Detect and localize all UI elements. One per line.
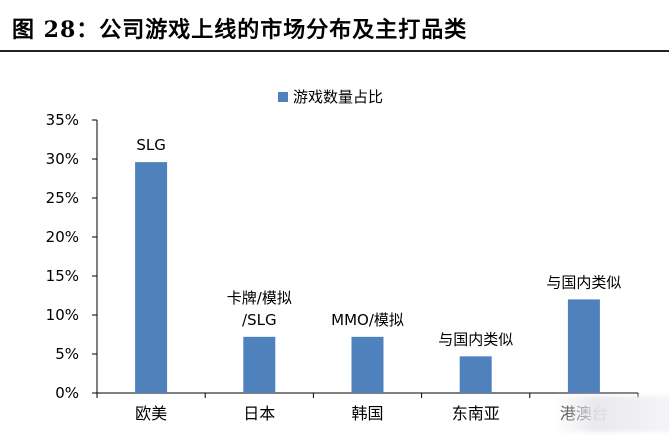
x-category-label: 欧美 [135, 404, 167, 423]
y-tick-label: 10% [46, 306, 79, 324]
figure-title: 图 28：公司游戏上线的市场分布及主打品类 [12, 17, 468, 43]
bar-annotation: SLG [136, 136, 166, 154]
y-tick-label: 5% [55, 345, 79, 363]
bar [135, 162, 168, 393]
y-tick-label: 0% [55, 384, 79, 402]
bar-annotation: 卡牌/模拟 [227, 289, 292, 307]
y-tick-label: 15% [46, 267, 79, 285]
y-tick-label: 30% [46, 150, 79, 168]
y-tick-label: 35% [46, 111, 79, 129]
bar-annotation: /SLG [242, 311, 277, 329]
x-category-label: 韩国 [351, 404, 383, 423]
bar-annotation: MMO/模拟 [331, 311, 404, 329]
bar [243, 336, 276, 393]
x-category-label: 日本 [243, 404, 275, 423]
blurred-overlay [554, 396, 669, 432]
title-underline [0, 50, 669, 52]
x-category-label: 东南亚 [452, 404, 500, 423]
legend-label: 游戏数量占比 [293, 88, 383, 106]
bar-annotation: 与国内类似 [438, 330, 513, 348]
y-tick-label: 25% [46, 189, 79, 207]
bar [459, 356, 492, 393]
bar-annotation: 与国内类似 [546, 273, 621, 291]
bar [351, 336, 384, 393]
bar [567, 299, 600, 393]
y-tick-label: 20% [46, 228, 79, 246]
legend-swatch [278, 92, 288, 102]
